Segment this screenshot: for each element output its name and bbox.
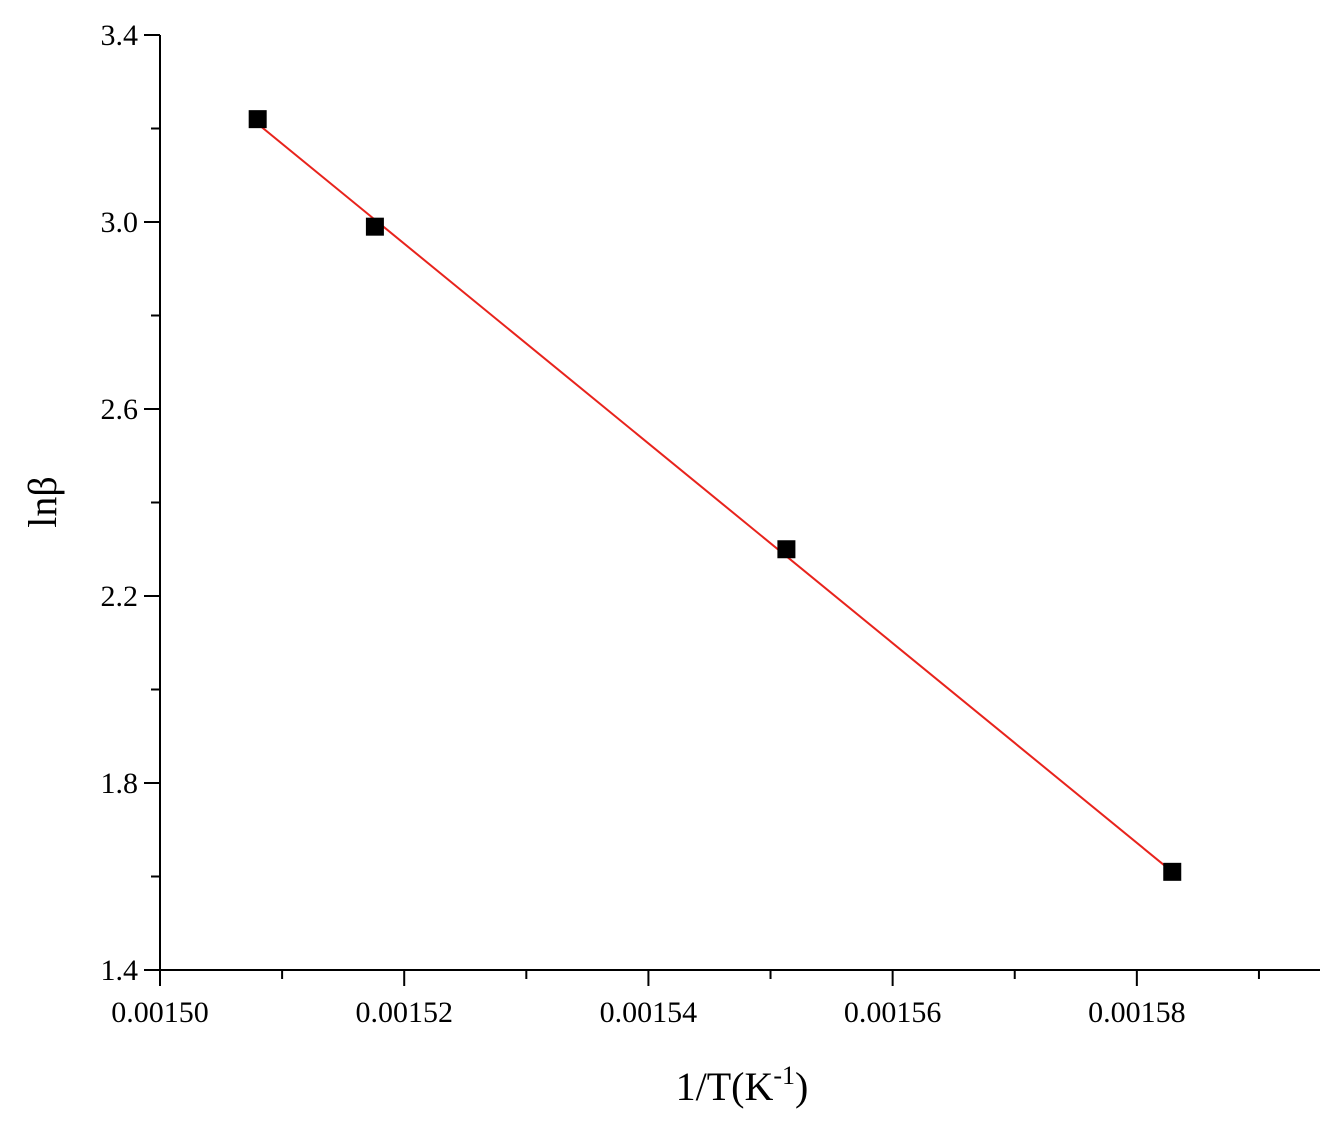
data-point (365, 217, 384, 236)
x-tick-label: 0.00156 (844, 996, 942, 1029)
x-axis-title-close: ) (795, 1064, 808, 1109)
fit-line-group (257, 123, 1173, 873)
y-tick-label: 2.6 (101, 393, 139, 426)
x-axis-title-sup: -1 (773, 1061, 795, 1090)
y-tick-label: 2.2 (101, 580, 139, 613)
axes (159, 35, 1320, 971)
x-axis-title: 1/T(K-1) (676, 1061, 809, 1109)
x-tick-label: 0.00152 (355, 996, 453, 1029)
data-point (248, 110, 267, 129)
x-tick-label: 0.00154 (600, 996, 698, 1029)
x-tick-label: 0.00158 (1088, 996, 1186, 1029)
ticks (144, 34, 1260, 986)
data-point (777, 540, 796, 559)
data-points (248, 110, 1182, 881)
data-point (1163, 862, 1182, 881)
y-tick-label: 3.4 (101, 19, 139, 52)
x-tick-label: 0.00150 (111, 996, 209, 1029)
fit-line (257, 123, 1173, 873)
y-axis-title: lnβ (20, 476, 65, 527)
y-tick-label: 3.0 (101, 206, 139, 239)
y-tick-label: 1.4 (101, 954, 139, 987)
y-tick-label: 1.8 (101, 767, 139, 800)
x-axis-title-main: 1/T(K (676, 1064, 774, 1109)
tick-labels: 0.00150 0.00152 0.00154 0.00156 0.00158 1.4 1.… (101, 19, 1186, 1029)
